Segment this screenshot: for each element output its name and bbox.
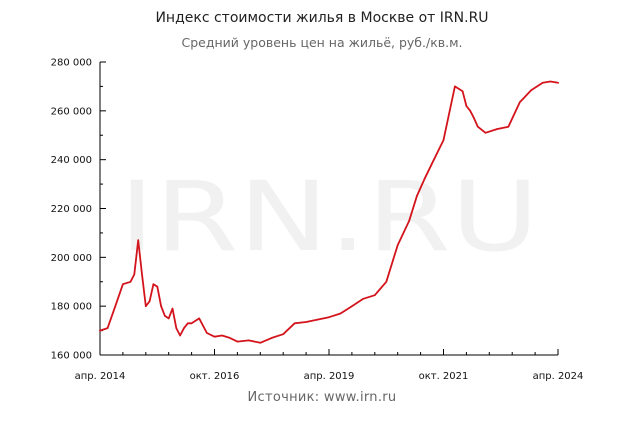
data-point	[454, 85, 456, 88]
data-point	[248, 339, 250, 342]
data-point	[175, 327, 178, 329]
data-point	[351, 305, 353, 308]
data-point	[507, 125, 510, 128]
data-point	[190, 322, 193, 325]
data-point	[339, 312, 342, 315]
data-point	[259, 342, 262, 344]
data-point	[156, 285, 159, 288]
data-point	[423, 178, 426, 180]
y-tick-label: 220 000	[51, 204, 92, 215]
y-tick-label: 240 000	[51, 155, 92, 166]
chart-subtitle: Средний уровень цен на жильё, руб./кв.м.	[181, 35, 463, 50]
data-point	[465, 105, 468, 107]
data-point	[362, 298, 365, 300]
chart-title: Индекс стоимости жилья в Москве от IRN.R…	[155, 10, 489, 26]
y-tick-label: 260 000	[51, 106, 92, 117]
series-line	[99, 80, 559, 344]
data-point	[213, 335, 216, 338]
data-point	[164, 315, 166, 317]
data-point	[179, 334, 181, 337]
data-point	[99, 329, 101, 332]
y-tick-label: 160 000	[51, 351, 92, 362]
x-tick-label: апр. 2014	[75, 371, 126, 382]
data-point	[282, 333, 285, 336]
watermark: IRN.RU	[119, 161, 539, 273]
data-point	[122, 283, 124, 286]
x-tick-label: окт. 2021	[419, 371, 469, 382]
data-point	[316, 318, 319, 321]
data-point	[473, 117, 475, 119]
y-tick-label: 180 000	[51, 302, 92, 313]
data-point	[477, 125, 479, 128]
data-point	[206, 332, 208, 334]
data-point	[469, 110, 472, 112]
data-point	[431, 162, 433, 165]
x-tick-label: окт. 2016	[190, 371, 240, 382]
data-point	[141, 273, 143, 276]
data-point	[229, 337, 231, 339]
data-point	[496, 128, 498, 130]
data-point	[519, 101, 521, 104]
data-point	[305, 321, 307, 323]
data-point	[549, 80, 552, 83]
data-point	[236, 340, 239, 343]
data-point	[385, 281, 388, 283]
data-point	[137, 239, 139, 241]
data-point	[416, 195, 418, 198]
data-point	[408, 219, 411, 222]
data-point	[167, 317, 170, 320]
y-tick-label: 200 000	[51, 253, 92, 264]
data-point	[461, 90, 464, 93]
data-point	[133, 273, 136, 276]
y-tick-label: 280 000	[51, 58, 92, 69]
data-point	[187, 322, 189, 325]
data-point	[374, 294, 376, 297]
data-point	[396, 244, 399, 246]
data-point	[106, 327, 109, 329]
data-point	[171, 307, 174, 310]
data-point	[183, 327, 185, 329]
data-point	[198, 317, 200, 320]
x-tick-label: апр. 2019	[304, 371, 355, 382]
data-point	[271, 337, 273, 339]
data-point	[129, 281, 132, 283]
data-point	[442, 139, 445, 141]
data-point	[145, 305, 147, 308]
data-point	[114, 305, 117, 308]
data-point	[221, 334, 223, 337]
data-point	[293, 322, 296, 325]
data-point	[152, 283, 155, 286]
data-point	[484, 132, 487, 134]
data-point	[148, 300, 151, 303]
data-point	[160, 305, 162, 308]
data-point	[328, 316, 330, 319]
source-caption: Источник: www.irn.ru	[247, 390, 397, 405]
data-point	[541, 82, 544, 84]
data-point	[530, 89, 533, 91]
x-tick-label: апр. 2024	[533, 371, 584, 382]
data-point	[557, 82, 559, 84]
